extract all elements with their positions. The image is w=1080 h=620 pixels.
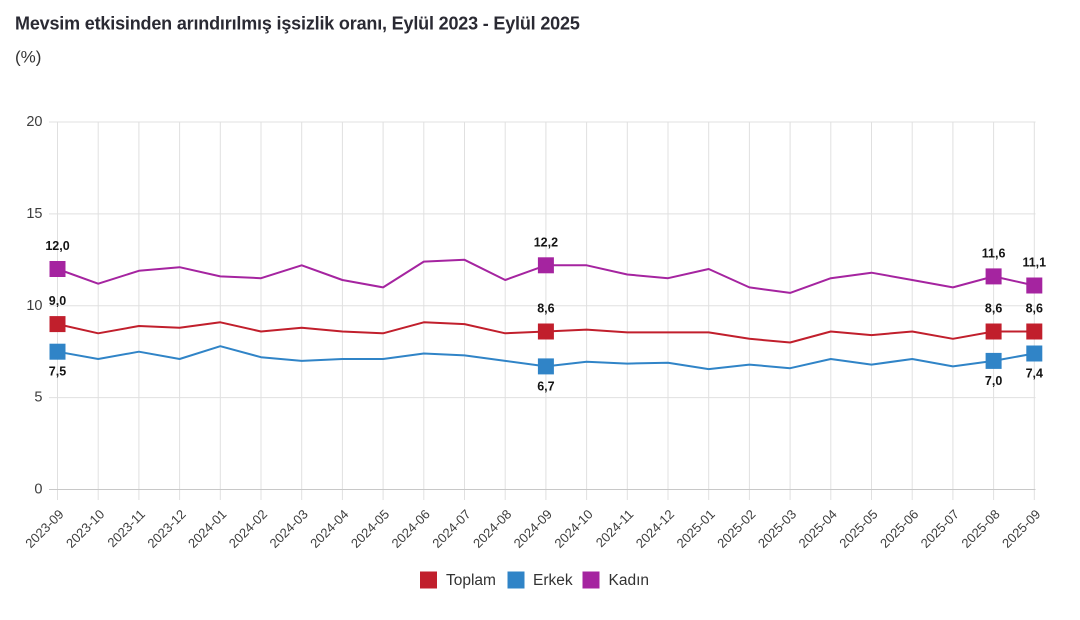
svg-text:8,6: 8,6 xyxy=(537,302,554,316)
svg-text:Erkek: Erkek xyxy=(533,572,573,589)
svg-text:5: 5 xyxy=(34,390,42,406)
svg-text:10: 10 xyxy=(26,298,42,314)
svg-text:8,6: 8,6 xyxy=(1026,302,1043,316)
svg-text:(%): (%) xyxy=(15,47,41,66)
svg-text:7,0: 7,0 xyxy=(985,374,1002,388)
svg-text:7,5: 7,5 xyxy=(49,365,66,379)
svg-text:12,2: 12,2 xyxy=(534,235,558,249)
svg-text:6,7: 6,7 xyxy=(537,379,554,393)
svg-text:Mevsim etkisinden arındırılmış: Mevsim etkisinden arındırılmış işsizlik … xyxy=(15,14,580,34)
svg-text:11,1: 11,1 xyxy=(1022,256,1046,270)
svg-text:11,6: 11,6 xyxy=(982,246,1006,260)
svg-text:Toplam: Toplam xyxy=(446,572,496,589)
svg-text:Kadın: Kadın xyxy=(609,572,650,589)
svg-text:8,6: 8,6 xyxy=(985,302,1002,316)
svg-text:20: 20 xyxy=(26,114,42,130)
svg-text:0: 0 xyxy=(34,482,42,498)
svg-text:7,4: 7,4 xyxy=(1026,367,1043,381)
svg-text:9,0: 9,0 xyxy=(49,294,66,308)
svg-text:15: 15 xyxy=(26,206,42,222)
svg-text:12,0: 12,0 xyxy=(45,239,69,253)
